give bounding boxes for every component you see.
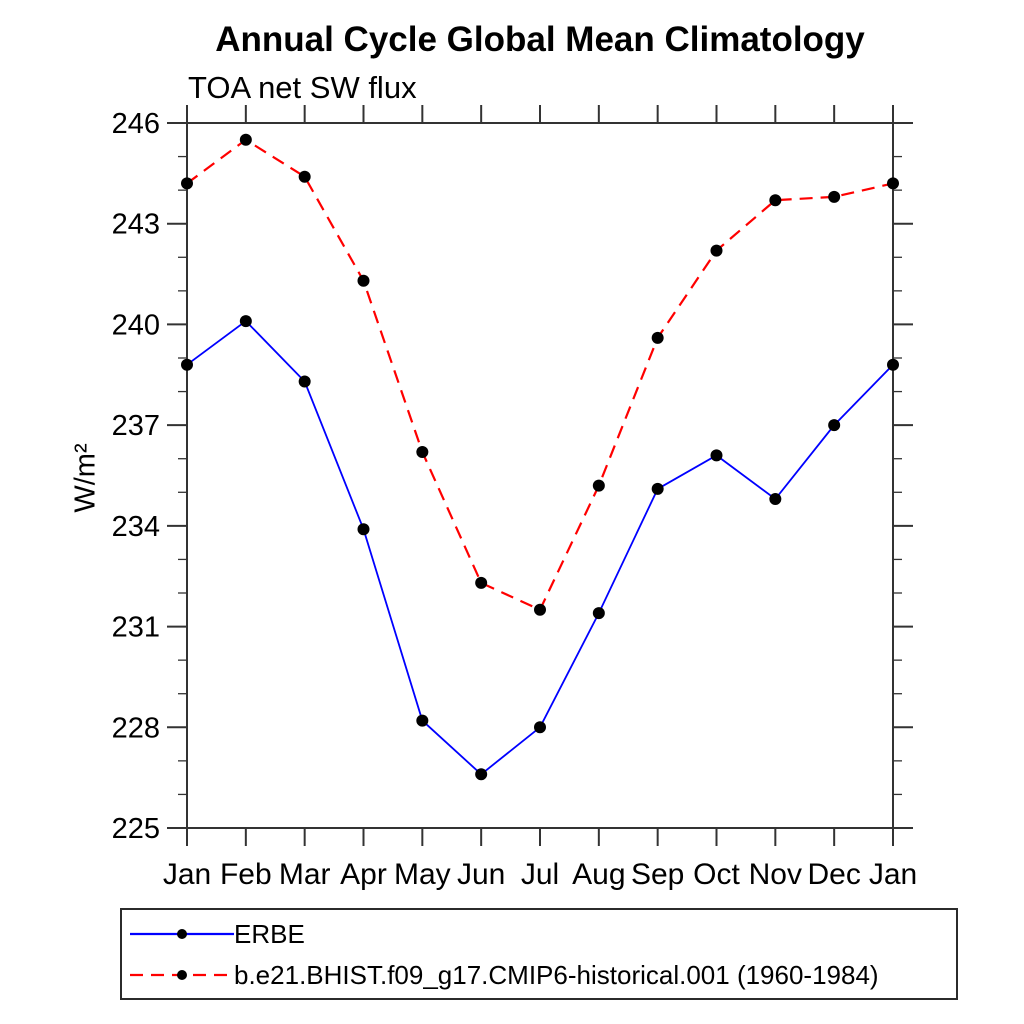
data-point-marker-s0-1 — [239, 315, 252, 328]
legend: ERBE b.e21.BHIST.f09_g17.CMIP6-historical… — [120, 908, 958, 1000]
x-tick-label: May — [394, 858, 451, 891]
data-point-marker-s1-7 — [592, 479, 605, 492]
x-tick-label: Jan — [869, 858, 917, 891]
legend-label: ERBE — [234, 918, 305, 949]
data-point-marker-s0-10 — [769, 493, 782, 505]
x-tick-label: Mar — [279, 858, 331, 891]
legend-label: b.e21.BHIST.f09_g17.CMIP6-historical.001… — [234, 959, 879, 990]
x-tick-label: Nov — [749, 858, 802, 891]
data-point-marker-s1-4 — [416, 446, 429, 458]
data-point-marker-s1-6 — [534, 603, 546, 616]
data-point-marker-s1-1 — [239, 133, 252, 146]
y-tick-label: 246 — [112, 108, 160, 140]
y-tick-label: 243 — [112, 209, 160, 241]
x-tick-label: Jul — [521, 858, 559, 891]
data-point-marker-s1-8 — [651, 331, 664, 344]
series-line-0 — [186, 319, 894, 776]
legend-marker-icon — [177, 928, 187, 939]
legend-marker-icon — [177, 969, 187, 980]
data-point-marker-s1-10 — [769, 194, 782, 207]
x-tick-label: Dec — [807, 858, 860, 891]
chart-title: Annual Cycle Global Mean Climatology — [215, 20, 865, 59]
data-point-marker-s1-9 — [710, 244, 723, 257]
legend-line-sample-dashed — [130, 969, 234, 980]
x-tick-label: Feb — [220, 858, 272, 891]
legend-line-sample-solid — [130, 928, 234, 939]
data-point-marker-s1-0 — [181, 177, 193, 190]
x-tick-label: Aug — [572, 858, 625, 891]
x-tick-label: Jan — [163, 858, 211, 891]
data-point-marker-s1-12 — [887, 177, 899, 190]
y-tick-label: 231 — [112, 612, 160, 644]
data-point-marker-s0-2 — [298, 375, 311, 388]
data-point-marker-s0-0 — [181, 358, 193, 371]
y-tick-label: 237 — [112, 410, 160, 442]
data-point-marker-s1-2 — [298, 170, 311, 183]
chart-subtitle: TOA net SW flux — [188, 70, 417, 105]
data-point-marker-s0-4 — [416, 714, 429, 727]
data-point-marker-s0-9 — [710, 449, 723, 462]
data-point-marker-s1-3 — [357, 274, 370, 287]
y-tick-label: 225 — [112, 813, 160, 845]
x-tick-label: Sep — [631, 858, 684, 891]
x-tick-label: Apr — [340, 858, 387, 891]
y-tick-label: 228 — [112, 712, 160, 744]
data-point-marker-s0-3 — [357, 523, 370, 536]
data-point-marker-s1-5 — [475, 576, 488, 589]
data-point-marker-s0-8 — [651, 482, 664, 495]
y-tick-label: 234 — [112, 511, 160, 543]
series-line-1 — [186, 138, 894, 612]
y-tick-label: 240 — [112, 309, 160, 341]
x-tick-label: Jun — [457, 858, 505, 891]
legend-item-1: b.e21.BHIST.f09_g17.CMIP6-historical.001… — [130, 954, 956, 995]
data-point-marker-s0-6 — [534, 721, 546, 734]
data-point-marker-s0-12 — [887, 358, 899, 371]
x-tick-label: Oct — [693, 858, 740, 891]
data-point-marker-s0-7 — [592, 607, 605, 620]
data-point-marker-s0-11 — [828, 419, 841, 432]
data-point-marker-s1-11 — [828, 190, 841, 203]
legend-item-0: ERBE — [130, 913, 956, 954]
data-point-marker-s0-5 — [475, 768, 488, 781]
